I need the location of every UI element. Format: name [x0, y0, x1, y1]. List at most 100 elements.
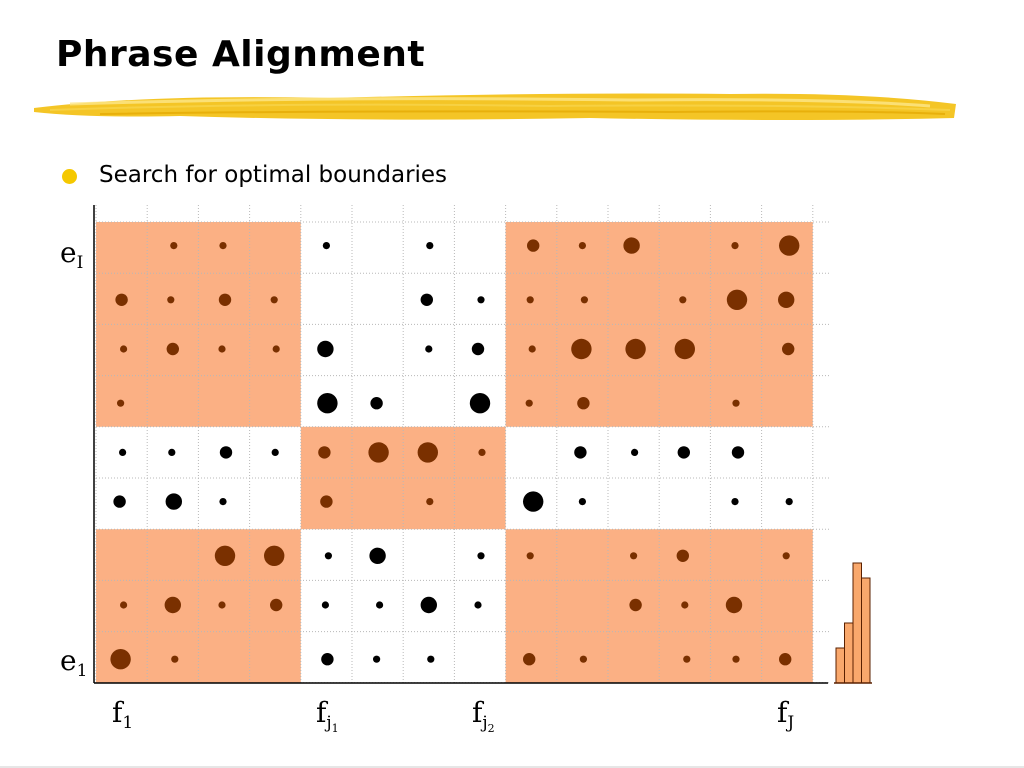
- alignment-dots: [110, 235, 800, 670]
- alignment-dot: [321, 601, 329, 609]
- bullet-text: Search for optimal boundaries: [99, 162, 448, 188]
- brush-underline: [34, 93, 956, 120]
- alignment-dot: [471, 342, 485, 356]
- alignment-dot: [785, 498, 793, 506]
- alignment-dot: [219, 498, 227, 506]
- alignment-dot: [219, 242, 227, 250]
- alignment-dot: [731, 446, 745, 459]
- highlight-block-5: [505, 529, 813, 683]
- alignment-dot: [218, 601, 226, 609]
- alignment-dot: [119, 448, 127, 456]
- alignment-dot: [110, 649, 131, 670]
- alignment-dot: [115, 293, 128, 306]
- alignment-dot: [523, 491, 544, 512]
- alignment-dot: [218, 293, 232, 306]
- bullet-item: Search for optimal boundaries: [62, 162, 447, 188]
- highlight-block-2: [505, 222, 813, 427]
- alignment-dot: [427, 655, 435, 663]
- alignment-dot: [420, 293, 433, 306]
- alignment-dot: [732, 655, 740, 663]
- label-f-last: fJ: [777, 696, 795, 733]
- label-f-j1: fj1: [316, 696, 339, 735]
- alignment-dot: [270, 598, 283, 612]
- histogram-bar: [844, 622, 854, 684]
- alignment-dot: [578, 498, 587, 506]
- alignment-dot: [527, 239, 540, 252]
- alignment-dot: [681, 601, 689, 609]
- alignment-dot: [683, 655, 691, 663]
- label-f-j2: fj2: [472, 696, 495, 735]
- footer-rule: [0, 766, 1024, 768]
- alignment-dot: [264, 545, 285, 566]
- slide-title: Phrase Alignment: [56, 34, 426, 75]
- alignment-dot: [425, 345, 433, 353]
- alignment-dot: [525, 399, 533, 407]
- alignment-dot: [170, 242, 178, 250]
- alignment-dot: [679, 296, 687, 304]
- alignment-dot: [324, 552, 332, 560]
- alignment-dot: [320, 495, 333, 508]
- histogram-bar: [852, 562, 862, 684]
- alignment-dot: [630, 552, 638, 560]
- alignment-dot: [526, 552, 534, 560]
- alignment-dot: [373, 655, 381, 663]
- label-e-top: eI: [60, 236, 84, 273]
- bullet-icon: [62, 168, 77, 184]
- alignment-dot: [271, 448, 279, 456]
- alignment-dot: [677, 446, 690, 459]
- alignment-dot: [579, 655, 588, 663]
- alignment-dot: [426, 242, 434, 250]
- alignment-dot: [523, 653, 536, 666]
- alignment-dot: [376, 601, 384, 609]
- alignment-dot: [214, 545, 236, 566]
- histogram: [834, 562, 872, 684]
- alignment-dot: [782, 552, 790, 560]
- alignment-dot: [526, 296, 534, 304]
- alignment-dot: [164, 596, 181, 614]
- alignment-dot: [168, 448, 176, 456]
- alignment-dot: [120, 601, 128, 609]
- alignment-dot: [426, 498, 434, 506]
- alignment-dot: [417, 442, 438, 463]
- alignment-dot: [318, 446, 331, 459]
- alignment-dot: [317, 393, 338, 414]
- alignment-dot: [580, 296, 589, 304]
- alignment-dot: [171, 655, 179, 663]
- histogram-bar: [861, 577, 871, 684]
- alignment-dot: [469, 393, 491, 414]
- alignment-dot: [631, 448, 639, 456]
- alignment-dot: [528, 345, 536, 353]
- alignment-dot: [726, 289, 748, 310]
- alignment-dot: [571, 338, 592, 360]
- alignment-dot: [731, 242, 739, 250]
- alignment-dot: [625, 338, 646, 360]
- axes: [93, 205, 828, 684]
- alignment-dot: [478, 448, 486, 456]
- alignment-dot: [321, 653, 334, 666]
- alignment-dot: [370, 397, 383, 410]
- alignment-dot: [623, 237, 640, 254]
- alignment-dot: [420, 596, 437, 614]
- alignment-dot: [474, 601, 482, 609]
- alignment-dot: [270, 296, 278, 304]
- alignment-dot: [165, 493, 182, 510]
- alignment-dot: [578, 242, 587, 250]
- alignment-dot: [113, 495, 126, 508]
- alignment-dot: [219, 446, 233, 459]
- alignment-dot: [732, 399, 740, 407]
- alignment-dot: [167, 296, 175, 304]
- alignment-dot: [317, 340, 334, 358]
- alignment-dot: [674, 338, 695, 360]
- alignment-dot: [120, 345, 128, 353]
- alignment-dot: [218, 345, 226, 353]
- alignment-dot: [574, 446, 587, 459]
- alignment-dot: [629, 598, 642, 612]
- alignment-dot: [117, 399, 125, 407]
- alignment-dot: [368, 442, 389, 463]
- alignment-dot: [778, 291, 795, 308]
- alignment-dot: [272, 345, 280, 353]
- alignment-dot: [577, 397, 590, 410]
- alignment-dot: [731, 498, 739, 506]
- alignment-dot: [782, 342, 795, 356]
